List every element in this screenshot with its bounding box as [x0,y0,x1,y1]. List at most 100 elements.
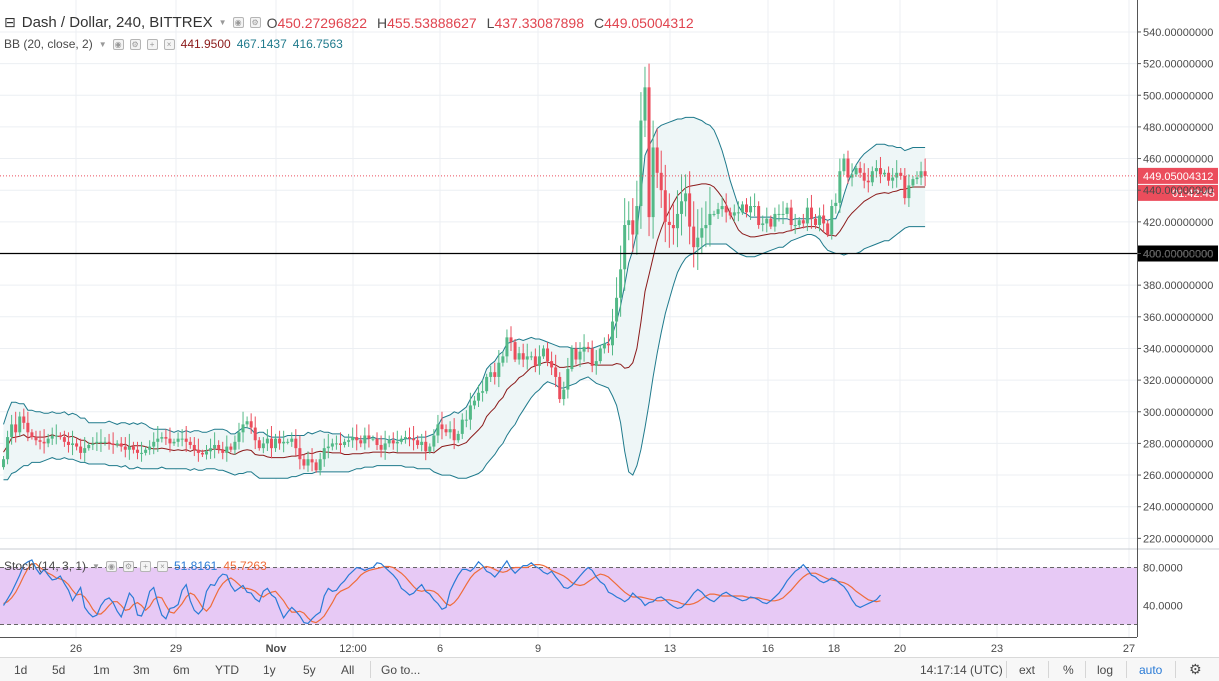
price-tick-label: 360.00000000 [1143,312,1213,324]
candle-body [420,441,424,445]
range-1y[interactable]: 1y [263,663,276,677]
bollinger-band-fill [3,117,926,480]
ext-toggle[interactable]: ext [1019,663,1036,677]
settings-icon[interactable]: ⚙ [129,38,141,50]
candle-body [611,321,614,346]
candle-body [854,168,858,175]
add-icon[interactable]: + [139,560,151,572]
range-5d[interactable]: 5d [52,663,66,677]
candle-body [233,441,237,450]
candle-body [274,438,278,449]
candle-body [826,223,830,235]
close-icon[interactable]: × [163,38,175,50]
range-6m[interactable]: 6m [173,663,190,677]
candle-body [566,369,570,390]
chevron-down-icon[interactable]: ▼ [92,561,100,571]
time-tick-label: 13 [664,643,676,655]
price-tick-label: 220.00000000 [1143,533,1213,545]
range-3m[interactable]: 3m [133,663,150,677]
candle-body [740,204,744,213]
grid-lines [0,0,1137,637]
horizontal-line-400[interactable]: 400.00000000 [0,245,1218,262]
candle-body [34,437,38,441]
axes: 540.00000000 520.00000000 500.00000000 480.… [0,0,1213,655]
time-tick-label: 26 [70,643,82,655]
candle-body [789,207,793,226]
close-icon[interactable]: × [156,560,168,572]
candle-body [846,158,850,178]
candle-body [736,212,740,214]
candle-body [521,353,525,360]
candle-body [761,223,765,226]
candle-body [651,147,655,218]
candle-body [367,435,371,439]
candle-body [627,220,631,226]
eye-icon[interactable]: ◉ [105,560,117,572]
candle-body [558,376,562,400]
candle-body [156,438,160,442]
candle-body [497,362,501,377]
settings-icon[interactable]: ⚙ [122,560,134,572]
candle-body [330,443,334,447]
eye-icon[interactable]: ◉ [112,38,124,50]
auto-toggle[interactable]: auto [1139,663,1163,677]
candle-body [663,190,667,222]
candle-body [107,441,111,444]
chevron-down-icon[interactable]: ▼ [218,18,227,27]
price-tick-label: 340.00000000 [1143,343,1213,355]
candle-body [684,193,688,202]
candle-body [103,441,107,443]
candle-body [509,337,513,343]
candle-body [221,449,225,453]
candle-body [46,438,50,444]
candle-body [22,416,26,423]
candle-body [452,429,456,441]
symbol-label[interactable]: Dash / Dollar, 240, BITTREX [21,14,213,31]
range-all[interactable]: All [341,663,355,677]
candle-body [757,206,761,226]
candle-body [176,438,180,442]
candle-body [602,343,606,349]
add-icon[interactable]: + [146,38,158,50]
countdown-tag [1138,184,1218,201]
settings-icon[interactable]: ⚙ [249,17,261,28]
stoch-label[interactable]: Stoch (14, 3, 1) [4,559,87,573]
candle-body [578,351,582,360]
chart-area[interactable]: 400.00000000 449.05004312 01:42:45 540.00… [0,0,1219,657]
candle-body [830,206,834,235]
candle-body [10,424,14,438]
candle-body [71,443,75,445]
collapse-icon[interactable]: ⊟ [4,14,16,30]
range-1d[interactable]: 1d [14,663,28,677]
candle-body [257,440,261,449]
bottom-toolbar: 1d 5d 1m 3m 6m YTD 1y 5y All Go to... 14… [0,657,1219,681]
price-tick-label: 260.00000000 [1143,470,1213,482]
candle-body [322,448,326,460]
percent-toggle[interactable]: % [1063,663,1074,677]
chevron-down-icon[interactable]: ▼ [98,39,107,49]
utc-clock[interactable]: 14:17:14 (UTC) [920,663,1003,677]
gear-icon[interactable]: ⚙ [1189,661,1202,677]
candle-body [891,177,895,181]
log-toggle[interactable]: log [1097,663,1114,677]
candle-body [196,449,200,453]
bb-label[interactable]: BB (20, close, 2) [4,37,93,51]
range-ytd[interactable]: YTD [215,663,239,677]
candle-body [570,348,574,370]
stoch-d-value: 45.7263 [223,559,267,573]
price-tick-label: 460.00000000 [1143,154,1213,166]
candle-body [241,424,245,433]
candle-body [54,435,58,437]
range-1m[interactable]: 1m [93,663,110,677]
candle-body [708,213,712,226]
candle-body [408,437,411,439]
candle-body [355,437,359,441]
goto-button[interactable]: Go to... [381,663,421,677]
candle-body [14,424,18,433]
candle-body [66,441,70,445]
bollinger-band-lines [3,116,926,481]
candle-body [387,440,391,444]
candle-body [720,206,724,210]
eye-icon[interactable]: ◉ [232,17,244,28]
range-5y[interactable]: 5y [303,663,316,677]
